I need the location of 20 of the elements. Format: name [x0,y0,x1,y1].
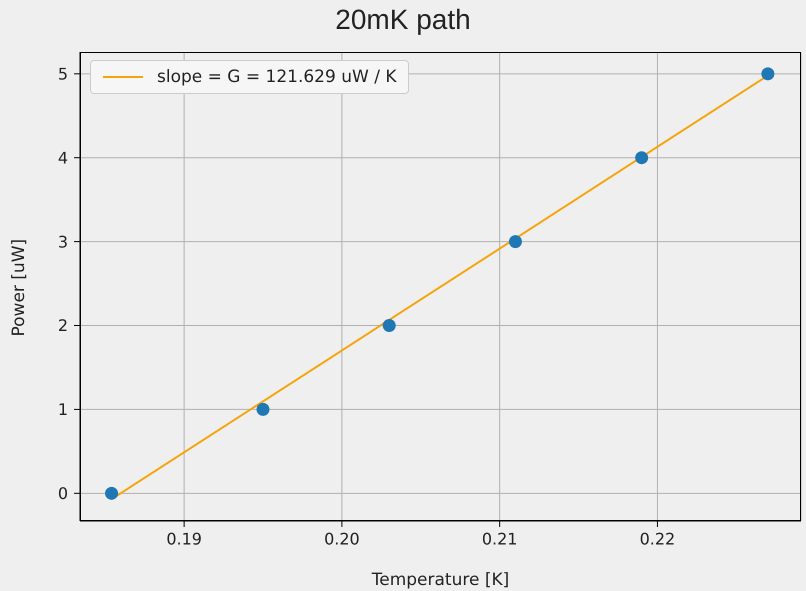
point [761,67,774,80]
x-tick-label: 0.20 [324,529,360,548]
y-axis-title: Power [uW] [9,238,30,336]
point [256,402,270,416]
point [105,486,118,500]
y-tick-label: 1 [58,400,68,420]
x-tick-label: 0.21 [482,529,518,548]
y-tick-label: 0 [58,484,68,503]
y-tick-label: 4 [58,148,68,168]
chart-title: 20mK path [334,4,472,36]
point [508,235,522,248]
y-tick-label: 5 [58,64,68,84]
point [635,151,648,164]
x-axis-title: Temperature [K] [370,570,510,590]
y-tick-label: 2 [58,316,68,336]
point [382,319,396,332]
x-tick-label: 0.19 [166,529,202,548]
x-tick-label: 0.22 [640,529,676,548]
y-tick-label: 3 [58,232,68,252]
legend-label: slope = G = 121.629 uW / K [156,67,396,87]
